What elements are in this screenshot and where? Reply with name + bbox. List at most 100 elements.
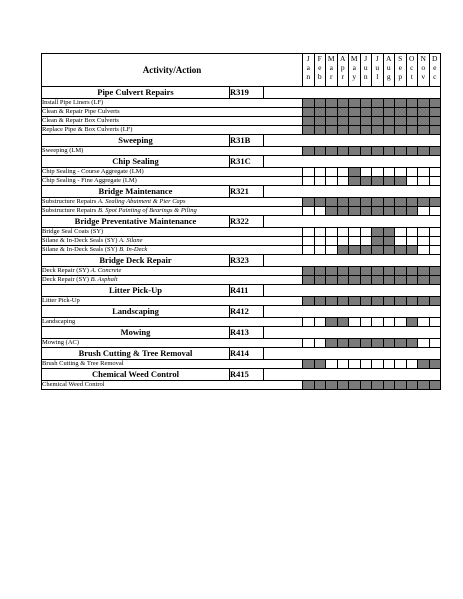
month-cell-sep	[394, 380, 407, 390]
month-cell-apr	[336, 245, 349, 255]
month-cell-dec	[428, 245, 441, 255]
month-cell-mar	[325, 227, 338, 237]
section-spacer	[263, 284, 441, 297]
activity-label-text: Litter Pick-Up	[42, 297, 80, 305]
month-cell-nov	[417, 125, 430, 135]
month-cell-apr	[336, 146, 349, 156]
month-cell-mar	[325, 380, 338, 390]
month-cell-dec	[428, 380, 441, 390]
month-cell-jan	[302, 275, 315, 285]
month-cell-aug	[382, 107, 395, 117]
month-cell-oct	[405, 338, 418, 348]
month-cell-jan	[302, 317, 315, 327]
activity-row: Clean & Repair Box Culverts	[41, 116, 441, 126]
month-cell-sep	[394, 116, 407, 126]
activity-label: Substructure Repairs B. Spot Painting of…	[41, 206, 303, 216]
month-cell-feb	[313, 98, 326, 108]
section-spacer	[263, 347, 441, 360]
month-cell-dec	[428, 116, 441, 126]
month-cell-apr	[336, 380, 349, 390]
section-code: R31C	[229, 155, 264, 168]
activity-row: Substructure Repairs B. Spot Painting of…	[41, 206, 441, 216]
month-cell-jun	[359, 167, 372, 177]
section-header-row: Pipe Culvert Repairs R319	[41, 86, 441, 99]
section-code: R415	[229, 368, 264, 381]
section-code: R412	[229, 305, 264, 318]
month-cell-mar	[325, 359, 338, 369]
month-cell-apr	[336, 125, 349, 135]
month-cell-apr	[336, 176, 349, 186]
month-cell-apr	[336, 338, 349, 348]
month-cell-oct	[405, 125, 418, 135]
month-cell-may	[348, 236, 361, 246]
month-cell-apr	[336, 98, 349, 108]
activity-row: Install Pipe Liners (LF)	[41, 98, 441, 108]
month-cell-sep	[394, 317, 407, 327]
month-cell-jul	[371, 167, 384, 177]
month-cell-may	[348, 266, 361, 276]
month-cell-jul	[371, 98, 384, 108]
activity-action-header: Activity/Action	[41, 53, 303, 87]
month-cell-dec	[428, 146, 441, 156]
month-cell-jan	[302, 176, 315, 186]
activity-label: Clean & Repair Box Culverts	[41, 116, 303, 126]
month-cell-oct	[405, 167, 418, 177]
month-cell-dec	[428, 167, 441, 177]
month-cell-feb	[313, 176, 326, 186]
section-title: Bridge Maintenance	[41, 185, 230, 198]
activity-label-text: Bridge Seal Coats (SY)	[42, 228, 104, 236]
month-cell-dec	[428, 206, 441, 216]
month-cell-feb	[313, 125, 326, 135]
month-cell-sep	[394, 146, 407, 156]
month-cell-jul	[371, 359, 384, 369]
section-title: Bridge Deck Repair	[41, 254, 230, 267]
section-spacer	[263, 155, 441, 168]
activity-label-text: Silane & In-Deck Seals (SY)	[42, 237, 120, 245]
activity-label-text: Sweeping (LM)	[42, 147, 84, 155]
month-cell-mar	[325, 176, 338, 186]
month-cell-sep	[394, 107, 407, 117]
month-cell-feb	[313, 296, 326, 306]
month-cell-feb	[313, 317, 326, 327]
activity-label-text: Chip Sealing - Course Aggregate (LM)	[42, 168, 144, 176]
month-cell-nov	[417, 197, 430, 207]
section-title: Landscaping	[41, 305, 230, 318]
month-cell-jul	[371, 275, 384, 285]
month-cell-oct	[405, 176, 418, 186]
month-cell-mar	[325, 167, 338, 177]
section-spacer	[263, 368, 441, 381]
month-cell-sep	[394, 275, 407, 285]
month-cell-apr	[336, 317, 349, 327]
month-cell-apr	[336, 359, 349, 369]
month-cell-jan	[302, 338, 315, 348]
month-cell-jun	[359, 296, 372, 306]
activity-label: Sweeping (LM)	[41, 146, 303, 156]
month-cell-jun	[359, 197, 372, 207]
month-cell-may	[348, 380, 361, 390]
month-cell-mar	[325, 275, 338, 285]
activity-label: Brush Cutting & Tree Removal	[41, 359, 303, 369]
month-cell-aug	[382, 245, 395, 255]
month-cell-apr	[336, 266, 349, 276]
month-cell-jan	[302, 167, 315, 177]
month-cell-may	[348, 227, 361, 237]
month-cell-apr	[336, 197, 349, 207]
activity-label: Chip Sealing - Fine Aggregate (LM)	[41, 176, 303, 186]
section-code: R413	[229, 326, 264, 339]
month-cell-jul	[371, 245, 384, 255]
month-cell-apr	[336, 167, 349, 177]
month-cell-jun	[359, 116, 372, 126]
month-cell-nov	[417, 227, 430, 237]
month-cell-may	[348, 245, 361, 255]
activity-label-text: Silane & In-Deck Seals (SY)	[42, 246, 120, 254]
month-cell-sep	[394, 338, 407, 348]
month-cell-jun	[359, 176, 372, 186]
month-cell-jul	[371, 206, 384, 216]
month-cell-nov	[417, 380, 430, 390]
activity-label: Clean & Repair Pipe Culverts	[41, 107, 303, 117]
month-cell-may	[348, 275, 361, 285]
month-cell-jul	[371, 338, 384, 348]
